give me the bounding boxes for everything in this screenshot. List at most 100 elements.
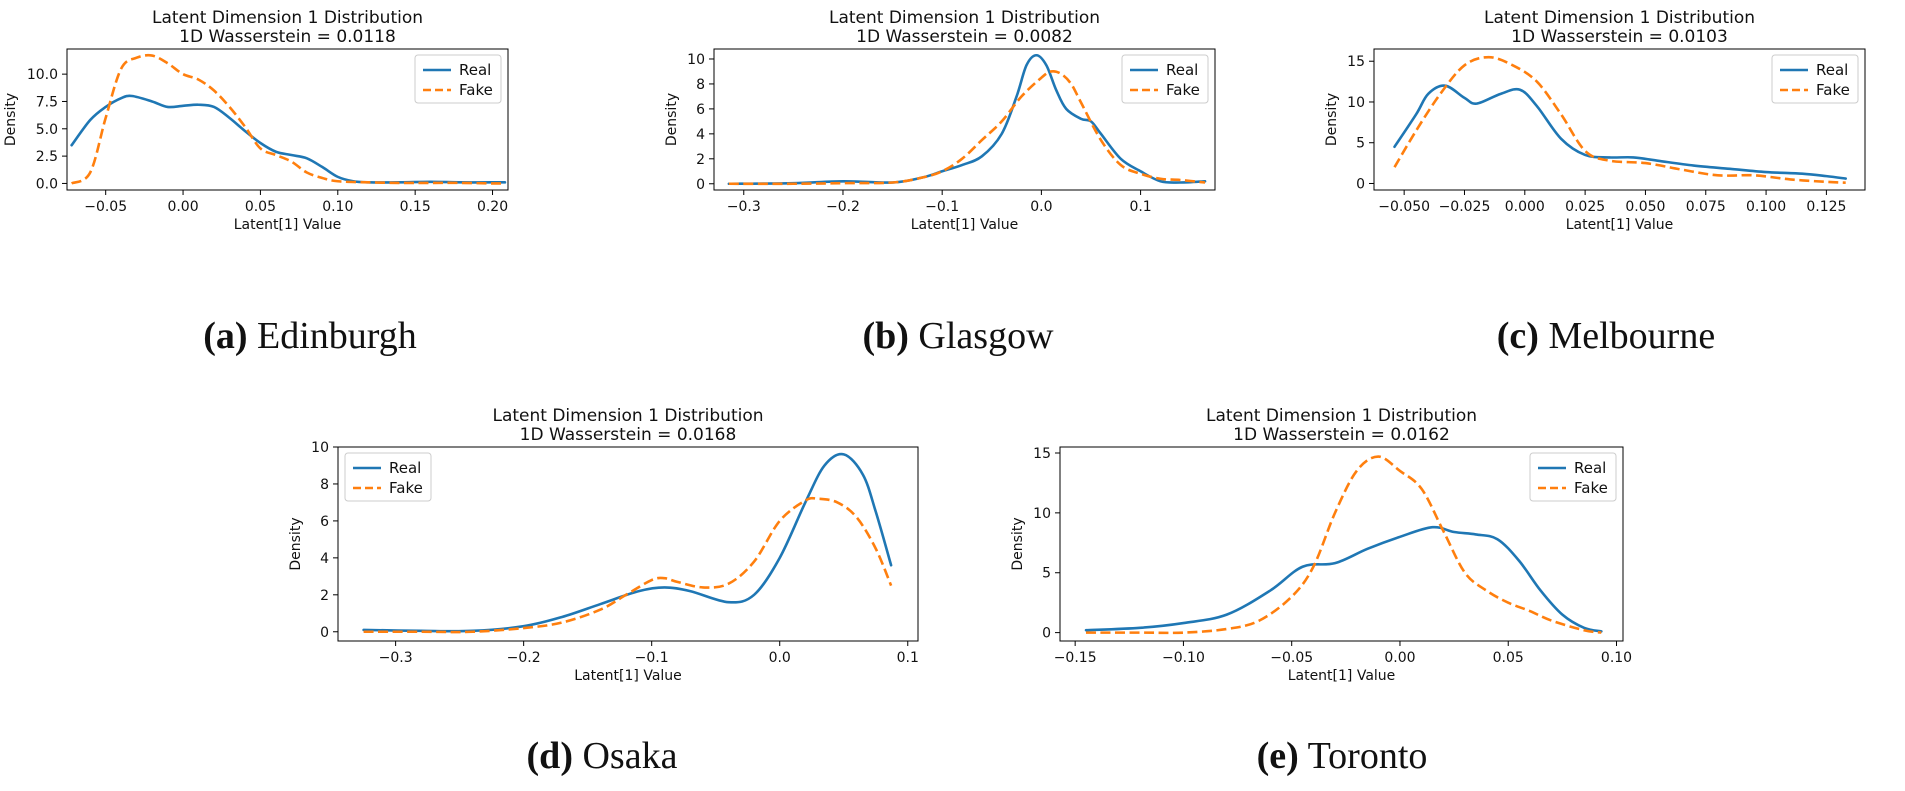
axes-frame [1059, 446, 1624, 642]
axes-frame [337, 446, 919, 642]
legend-label-fake: Fake [389, 479, 423, 497]
caption-label: (a) [203, 315, 247, 357]
x-tick-label: −0.050 [1378, 199, 1430, 215]
y-tick-label: 8 [320, 477, 329, 493]
legend: Real Fake [1529, 452, 1617, 502]
y-tick-label: 2.5 [36, 149, 58, 165]
x-tick-label: −0.15 [1054, 650, 1097, 666]
y-tick-label: 8 [696, 77, 705, 93]
plot-title: Latent Dimension 1 Distribution [492, 406, 763, 426]
x-tick-label: 0.1 [1129, 199, 1151, 215]
x-tick-label: −0.05 [1270, 650, 1313, 666]
x-axis-label: Latent[1] Value [1566, 217, 1674, 233]
y-tick-label: 7.5 [36, 94, 58, 110]
x-tick-label: 0.00 [1384, 650, 1415, 666]
x-tick-label: 0.10 [1601, 650, 1632, 666]
y-axis-label: Density [664, 93, 680, 146]
x-tick-label: 0.075 [1686, 199, 1726, 215]
y-tick-label: 15 [1033, 446, 1051, 462]
legend-label-real: Real [1816, 61, 1848, 79]
series-line-fake [1085, 455, 1602, 635]
y-tick-label: 10 [687, 52, 705, 68]
x-tick-label: −0.05 [84, 199, 127, 215]
legend: Real Fake [1121, 54, 1209, 104]
y-tick-label: 10 [1033, 506, 1051, 522]
y-tick-label: 10 [311, 440, 329, 456]
y-tick-label: 2 [320, 588, 329, 604]
legend-label-fake: Fake [1166, 81, 1200, 99]
subfigure-caption: (e) Toronto [1257, 735, 1428, 777]
x-tick-label: 0.025 [1565, 199, 1605, 215]
x-axis-label: Latent[1] Value [1288, 668, 1396, 684]
x-axis-label: Latent[1] Value [911, 217, 1019, 233]
x-tick-label: 0.05 [245, 199, 276, 215]
caption-label: (b) [862, 315, 908, 357]
x-tick-label: −0.1 [635, 650, 669, 666]
y-tick-label: 6 [320, 514, 329, 530]
y-axis-label: Density [1324, 93, 1340, 146]
series-line-fake [1393, 55, 1846, 184]
plot-subtitle: 1D Wasserstein = 0.0168 [520, 425, 737, 445]
legend-label-real: Real [389, 459, 421, 477]
plot-subtitle: 1D Wasserstein = 0.0103 [1511, 27, 1728, 47]
caption-city: Glasgow [909, 315, 1054, 357]
y-tick-label: 5 [1356, 136, 1365, 152]
caption-label: (c) [1497, 315, 1539, 357]
legend: Real Fake [414, 54, 502, 104]
y-tick-label: 0 [696, 177, 705, 193]
x-tick-label: −0.1 [925, 199, 959, 215]
y-tick-label: 10 [1347, 95, 1365, 111]
caption-label: (d) [527, 735, 573, 777]
x-tick-label: 0.1 [897, 650, 919, 666]
legend: Real Fake [344, 452, 432, 502]
subfigure-caption: (b) Glasgow [862, 315, 1054, 357]
y-tick-label: 6 [696, 102, 705, 118]
x-tick-label: 0.050 [1625, 199, 1665, 215]
subfigure-caption: (c) Melbourne [1497, 315, 1715, 357]
series-line-real [70, 94, 507, 184]
axes-frame [66, 48, 509, 191]
subfigure-caption: (a) Edinburgh [203, 315, 417, 357]
y-tick-label: 4 [696, 127, 705, 143]
plot-subtitle: 1D Wasserstein = 0.0118 [179, 27, 396, 47]
series-line-fake [728, 69, 1206, 186]
plot-title: Latent Dimension 1 Distribution [1206, 406, 1477, 426]
x-tick-label: 0.0 [1030, 199, 1052, 215]
series-line-real [1084, 525, 1603, 633]
caption-city: Melbourne [1539, 315, 1715, 357]
caption-city: Toronto [1299, 735, 1428, 777]
legend-label-real: Real [1574, 459, 1606, 477]
y-tick-label: 4 [320, 551, 329, 567]
y-tick-label: 5 [1042, 566, 1051, 582]
legend-label-fake: Fake [1574, 479, 1608, 497]
legend-label-real: Real [459, 61, 491, 79]
y-tick-label: 0 [320, 625, 329, 641]
x-axis-label: Latent[1] Value [234, 217, 342, 233]
y-axis-label: Density [1010, 517, 1026, 570]
y-tick-label: 0.0 [36, 176, 58, 192]
plot-title: Latent Dimension 1 Distribution [829, 8, 1100, 28]
y-tick-label: 0 [1356, 176, 1365, 192]
x-tick-label: 0.0 [769, 650, 791, 666]
x-tick-label: 0.000 [1505, 199, 1545, 215]
series-line-fake [363, 496, 893, 634]
x-tick-label: 0.125 [1806, 199, 1846, 215]
y-tick-label: 15 [1347, 54, 1365, 70]
x-tick-label: 0.15 [400, 199, 431, 215]
x-tick-label: −0.025 [1439, 199, 1491, 215]
y-tick-label: 5.0 [36, 122, 58, 138]
series-line-real [362, 452, 893, 633]
x-tick-label: −0.3 [379, 650, 413, 666]
y-tick-label: 10.0 [27, 67, 58, 83]
x-tick-label: 0.20 [477, 199, 508, 215]
plot-title: Latent Dimension 1 Distribution [152, 8, 423, 28]
series-line-fake [70, 53, 505, 185]
caption-city: Osaka [573, 735, 678, 777]
y-tick-label: 2 [696, 152, 705, 168]
y-axis-label: Density [288, 517, 304, 570]
